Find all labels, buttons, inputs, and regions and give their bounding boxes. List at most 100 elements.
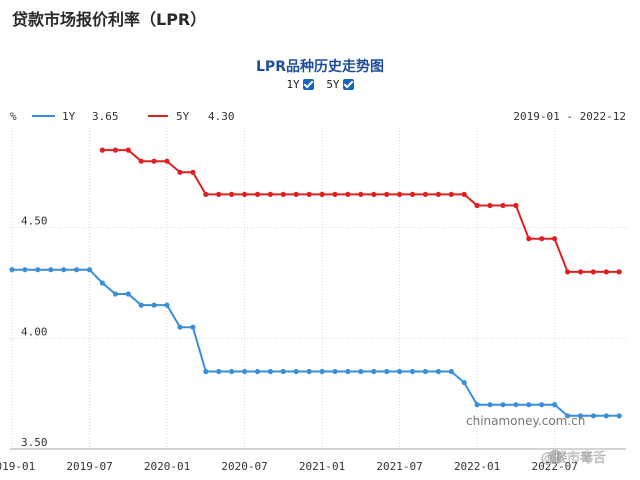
data-point bbox=[384, 368, 390, 375]
x-tick-label: 2019-01 bbox=[0, 460, 35, 473]
data-point bbox=[177, 169, 183, 175]
data-point bbox=[552, 402, 558, 408]
corner-brand-text: @楼市毒舌 bbox=[541, 450, 606, 466]
data-point bbox=[151, 158, 157, 164]
data-point bbox=[552, 236, 558, 242]
data-point bbox=[74, 267, 80, 273]
data-point bbox=[280, 368, 286, 375]
data-point bbox=[345, 191, 351, 197]
data-point bbox=[267, 191, 273, 197]
data-point bbox=[190, 169, 196, 175]
data-point bbox=[177, 324, 183, 330]
data-point bbox=[332, 368, 338, 375]
data-point bbox=[138, 302, 144, 308]
data-point bbox=[164, 158, 170, 164]
checkbox-icon[interactable] bbox=[342, 79, 354, 90]
y-tick-label: 4.00 bbox=[21, 325, 48, 338]
toggle-5y[interactable]: 5Y bbox=[326, 78, 354, 91]
data-point bbox=[603, 413, 609, 419]
toggle-1y[interactable]: 1Y bbox=[286, 78, 314, 91]
data-point bbox=[190, 324, 196, 330]
data-point bbox=[448, 368, 454, 375]
data-point bbox=[371, 368, 377, 375]
data-point bbox=[164, 302, 170, 308]
data-point bbox=[448, 191, 454, 197]
data-point bbox=[371, 191, 377, 197]
data-point bbox=[203, 191, 209, 197]
series-1y bbox=[9, 267, 622, 419]
corner-brand: @楼市毒舌 bbox=[541, 450, 606, 466]
y-tick-label: 3.50 bbox=[21, 436, 48, 449]
y-tick-label: 4.50 bbox=[21, 215, 48, 228]
watermark: chinamoney.com.cn bbox=[466, 414, 585, 428]
page-title: 贷款市场报价利率（LPR） bbox=[12, 10, 207, 29]
data-point bbox=[99, 147, 105, 153]
data-point bbox=[112, 291, 118, 297]
checkbox-icon[interactable] bbox=[302, 79, 314, 90]
data-point bbox=[9, 267, 15, 273]
data-point bbox=[306, 191, 312, 197]
data-point bbox=[461, 380, 467, 386]
series-toggles: 1Y 5Y bbox=[0, 78, 640, 91]
data-point bbox=[86, 267, 93, 273]
data-point bbox=[280, 191, 286, 197]
data-point bbox=[125, 291, 131, 297]
data-point bbox=[345, 368, 351, 375]
data-point bbox=[616, 413, 622, 419]
x-tick-label: 2020-07 bbox=[221, 460, 267, 473]
data-point bbox=[306, 368, 312, 375]
legend-1y[interactable]: 1Y 3.65 bbox=[32, 110, 119, 123]
data-point bbox=[254, 368, 261, 375]
data-point bbox=[35, 267, 41, 273]
legend-5y[interactable]: 5Y 4.30 bbox=[148, 110, 235, 123]
data-point bbox=[487, 202, 493, 209]
x-tick-label: 2022-07 bbox=[531, 460, 577, 473]
data-point bbox=[384, 191, 390, 197]
data-point bbox=[242, 368, 248, 375]
data-point bbox=[229, 191, 235, 197]
data-point bbox=[500, 202, 506, 209]
legend-1y-value: 3.65 bbox=[92, 110, 119, 123]
brand-logo-icon bbox=[548, 450, 562, 464]
data-point bbox=[422, 191, 428, 197]
y-unit-label: % bbox=[10, 110, 17, 123]
x-tick-label: 2019-07 bbox=[66, 460, 112, 473]
series-line bbox=[102, 149, 620, 273]
data-point bbox=[513, 202, 519, 209]
data-point bbox=[293, 191, 299, 197]
toggle-5y-label: 5Y bbox=[326, 78, 340, 91]
data-point bbox=[203, 368, 209, 375]
data-point bbox=[565, 269, 571, 275]
data-point bbox=[293, 368, 299, 375]
data-point bbox=[526, 402, 532, 408]
data-point bbox=[138, 158, 144, 164]
data-point bbox=[474, 402, 480, 408]
data-point bbox=[487, 402, 493, 408]
data-point bbox=[242, 191, 248, 197]
data-point bbox=[229, 368, 235, 375]
data-point bbox=[358, 368, 364, 375]
toggle-1y-label: 1Y bbox=[286, 78, 300, 91]
data-point bbox=[435, 368, 441, 375]
grid bbox=[10, 128, 626, 450]
data-point bbox=[358, 191, 364, 197]
data-point bbox=[319, 368, 325, 375]
data-point bbox=[267, 368, 273, 375]
data-point bbox=[526, 236, 532, 242]
data-point bbox=[461, 191, 467, 197]
x-tick-label: 2021-01 bbox=[299, 460, 345, 473]
data-point bbox=[397, 191, 403, 197]
chart-title: LPR品种历史走势图 bbox=[256, 59, 384, 75]
data-point bbox=[539, 236, 545, 242]
data-point bbox=[422, 368, 428, 375]
data-point bbox=[22, 267, 28, 273]
data-point bbox=[409, 368, 416, 375]
data-point bbox=[61, 267, 67, 273]
data-point bbox=[577, 269, 584, 275]
data-point bbox=[474, 202, 480, 209]
data-point bbox=[397, 368, 403, 375]
x-tick-label: 2020-01 bbox=[144, 460, 190, 473]
data-point bbox=[590, 269, 597, 275]
data-point bbox=[513, 402, 519, 408]
